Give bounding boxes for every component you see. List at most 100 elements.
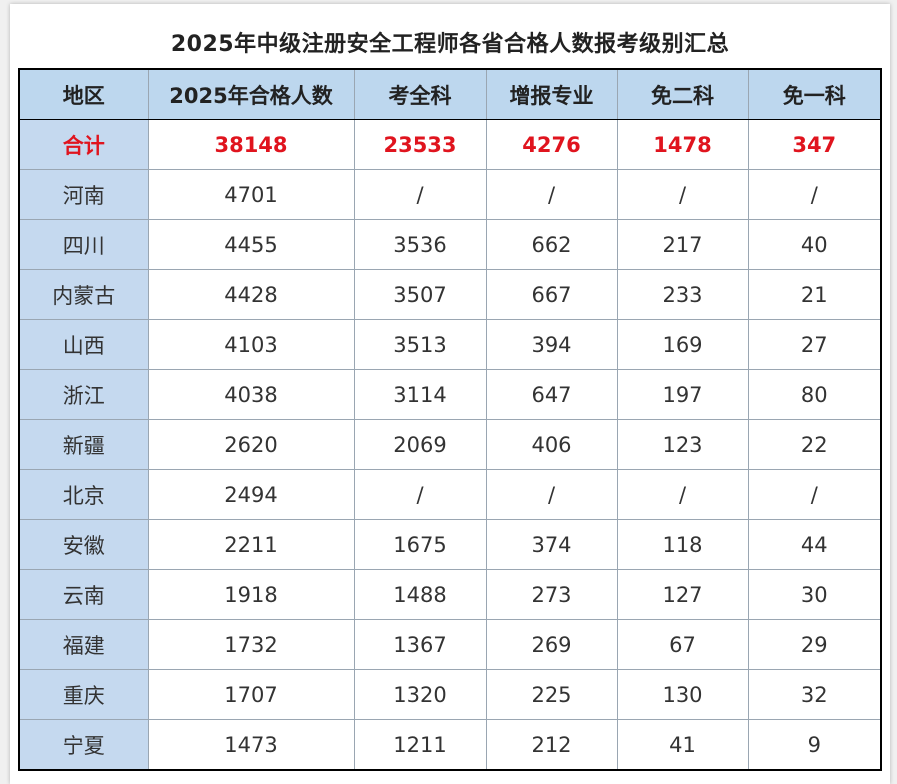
row-cell: 127 [616,569,749,620]
row-cell: 1473 [147,719,355,771]
row-region: 福建 [18,619,149,670]
row-cell: 4038 [147,369,355,420]
row-cell: 130 [616,669,749,720]
row-cell: 2069 [353,419,487,470]
row-region: 浙江 [18,369,149,420]
table-row: 山西 4103 3513 394 169 27 [18,319,882,370]
table-row: 北京 2494 / / / / [18,469,882,520]
total-row: 合计 38148 23533 4276 1478 347 [18,119,882,170]
row-cell: 2494 [147,469,355,520]
row-cell: 41 [616,719,749,771]
row-cell: 123 [616,419,749,470]
table-row: 内蒙古 4428 3507 667 233 21 [18,269,882,320]
row-cell: 647 [485,369,618,420]
table-row: 安徽 2211 1675 374 118 44 [18,519,882,570]
row-cell: 9 [747,719,882,771]
row-cell: 29 [747,619,882,670]
row-cell: 44 [747,519,882,570]
row-region: 云南 [18,569,149,620]
row-cell: 1732 [147,619,355,670]
row-cell: / [353,469,487,520]
row-cell: 3536 [353,219,487,270]
row-cell: 2211 [147,519,355,570]
row-cell: 1478 [616,119,749,170]
row-cell: 32 [747,669,882,720]
row-region: 重庆 [18,669,149,720]
row-cell: 1707 [147,669,355,720]
row-cell: 22 [747,419,882,470]
table-row: 宁夏 1473 1211 212 41 9 [18,719,882,771]
table-row: 云南 1918 1488 273 127 30 [18,569,882,620]
table-row: 重庆 1707 1320 225 130 32 [18,669,882,720]
table-row: 福建 1732 1367 269 67 29 [18,619,882,670]
row-cell: / [353,169,487,220]
row-cell: 4455 [147,219,355,270]
row-cell: 4701 [147,169,355,220]
row-cell: 38148 [147,119,355,170]
row-region: 合计 [18,119,149,170]
header-passed-count: 2025年合格人数 [147,68,355,120]
row-region: 内蒙古 [18,269,149,320]
row-cell: 406 [485,419,618,470]
row-cell: 21 [747,269,882,320]
row-cell: 273 [485,569,618,620]
row-cell: 1320 [353,669,487,720]
row-cell: 394 [485,319,618,370]
header-added-specialty: 增报专业 [485,68,618,120]
row-cell: 67 [616,619,749,670]
row-region: 北京 [18,469,149,520]
row-cell: 3507 [353,269,487,320]
row-cell: / [616,169,749,220]
row-cell: 347 [747,119,882,170]
row-cell: 3513 [353,319,487,370]
row-cell: 374 [485,519,618,570]
row-cell: 1367 [353,619,487,670]
row-cell: 1675 [353,519,487,570]
document-page: 2025年中级注册安全工程师各省合格人数报考级别汇总 地区 2025年合格人数 … [10,4,890,784]
row-cell: 269 [485,619,618,670]
row-region: 山西 [18,319,149,370]
row-region: 河南 [18,169,149,220]
row-cell: / [747,169,882,220]
row-cell: 212 [485,719,618,771]
row-cell: 40 [747,219,882,270]
row-cell: 1488 [353,569,487,620]
table-row: 浙江 4038 3114 647 197 80 [18,369,882,420]
row-cell: 3114 [353,369,487,420]
row-cell: 23533 [353,119,487,170]
row-cell: 4103 [147,319,355,370]
table-title: 2025年中级注册安全工程师各省合格人数报考级别汇总 [170,32,730,57]
row-cell: 1918 [147,569,355,620]
row-region: 安徽 [18,519,149,570]
header-exempt-two: 免二科 [616,68,749,120]
row-cell: 233 [616,269,749,320]
row-cell: 1211 [353,719,487,771]
row-region: 新疆 [18,419,149,470]
header-row: 地区 2025年合格人数 考全科 增报专业 免二科 免一科 [18,68,882,120]
row-cell: / [747,469,882,520]
row-cell: 30 [747,569,882,620]
row-cell: 27 [747,319,882,370]
summary-table: 地区 2025年合格人数 考全科 增报专业 免二科 免一科 合计 38148 2… [18,68,882,771]
row-cell: 225 [485,669,618,720]
row-region: 宁夏 [18,719,149,771]
row-region: 四川 [18,219,149,270]
row-cell: 80 [747,369,882,420]
row-cell: / [485,169,618,220]
row-cell: 662 [485,219,618,270]
table-row: 河南 4701 / / / / [18,169,882,220]
row-cell: / [485,469,618,520]
row-cell: / [616,469,749,520]
row-cell: 217 [616,219,749,270]
table-row: 四川 4455 3536 662 217 40 [18,219,882,270]
header-all-subjects: 考全科 [353,68,487,120]
row-cell: 4428 [147,269,355,320]
row-cell: 197 [616,369,749,420]
header-exempt-one: 免一科 [747,68,882,120]
header-region: 地区 [18,68,149,120]
row-cell: 667 [485,269,618,320]
row-cell: 169 [616,319,749,370]
row-cell: 4276 [485,119,618,170]
row-cell: 2620 [147,419,355,470]
row-cell: 118 [616,519,749,570]
